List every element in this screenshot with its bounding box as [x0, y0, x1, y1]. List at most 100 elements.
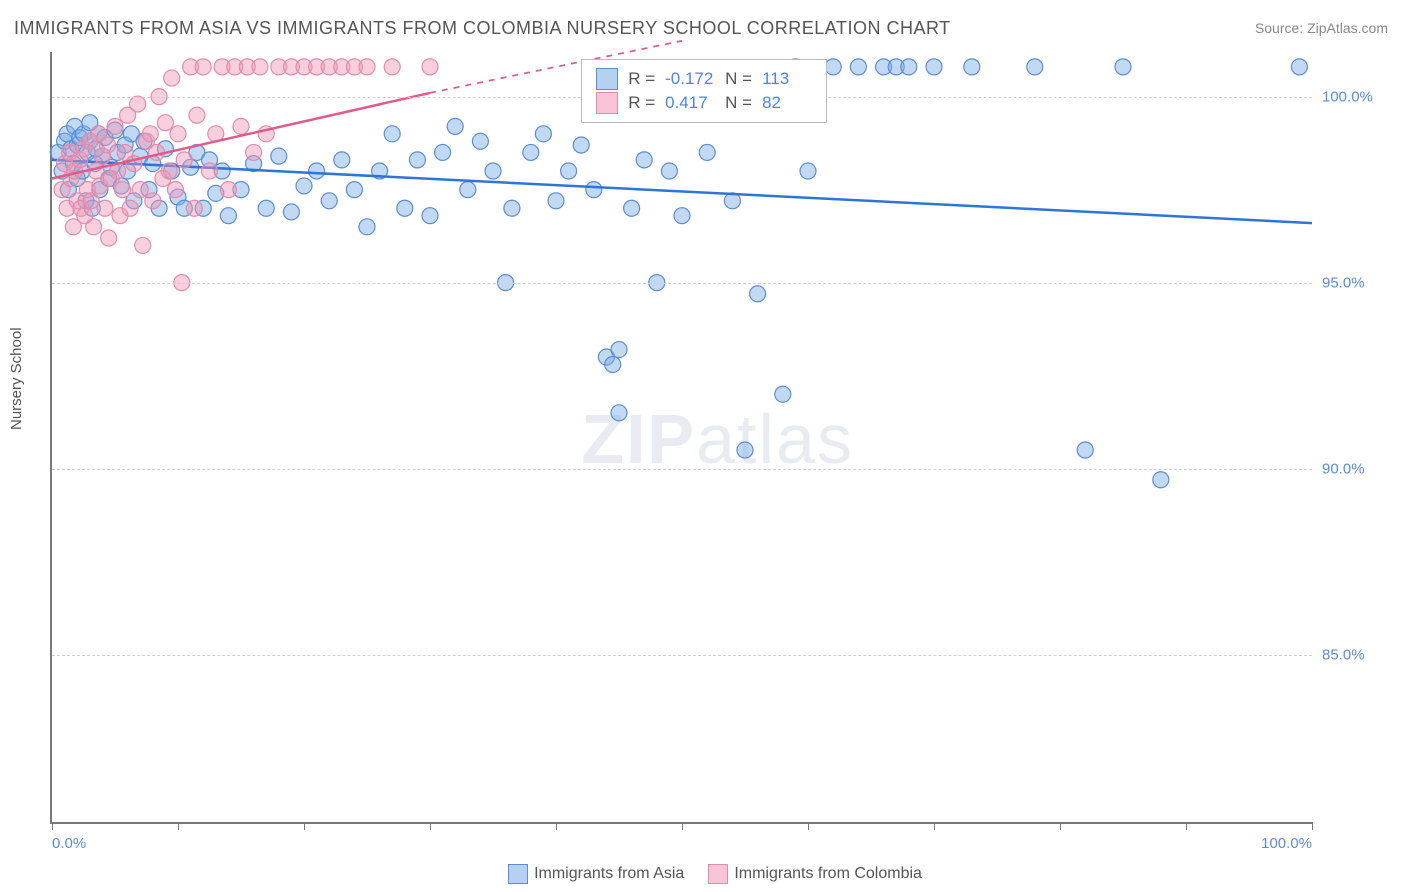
- scatter-point: [135, 237, 151, 253]
- y-tick-label: 95.0%: [1322, 274, 1392, 291]
- x-tick: [52, 822, 53, 830]
- scatter-point: [161, 163, 177, 179]
- scatter-point: [321, 193, 337, 209]
- scatter-point: [246, 144, 262, 160]
- scatter-point: [548, 193, 564, 209]
- scatter-point: [115, 182, 131, 198]
- scatter-point: [850, 59, 866, 75]
- scatter-point: [334, 152, 350, 168]
- chart-svg: [52, 52, 1312, 822]
- scatter-point: [186, 200, 202, 216]
- scatter-point: [624, 200, 640, 216]
- scatter-point: [86, 219, 102, 235]
- scatter-point: [504, 200, 520, 216]
- scatter-point: [472, 133, 488, 149]
- x-tick: [1060, 822, 1061, 830]
- scatter-point: [435, 144, 451, 160]
- scatter-point: [1027, 59, 1043, 75]
- x-tick: [808, 822, 809, 830]
- legend-swatch: [708, 864, 728, 884]
- scatter-point: [573, 137, 589, 153]
- legend-r-value: 0.417: [665, 93, 715, 113]
- scatter-point: [97, 200, 113, 216]
- scatter-point: [258, 200, 274, 216]
- scatter-point: [964, 59, 980, 75]
- x-tick: [430, 822, 431, 830]
- x-tick-label: 100.0%: [1261, 835, 1312, 852]
- scatter-point: [167, 182, 183, 198]
- legend-r-label: R =: [628, 93, 655, 113]
- scatter-point: [309, 163, 325, 179]
- scatter-point: [460, 182, 476, 198]
- legend-n-value: 82: [762, 93, 812, 113]
- scatter-point: [233, 118, 249, 134]
- y-axis-label: Nursery School: [8, 327, 25, 430]
- scatter-point: [346, 182, 362, 198]
- scatter-point: [661, 163, 677, 179]
- scatter-point: [586, 182, 602, 198]
- x-tick: [178, 822, 179, 830]
- y-tick-label: 85.0%: [1322, 646, 1392, 663]
- scatter-point: [122, 200, 138, 216]
- scatter-point: [145, 193, 161, 209]
- scatter-point: [107, 118, 123, 134]
- scatter-point: [901, 59, 917, 75]
- x-tick-label: 0.0%: [52, 835, 86, 852]
- scatter-point: [132, 182, 148, 198]
- scatter-point: [485, 163, 501, 179]
- scatter-point: [202, 163, 218, 179]
- scatter-point: [99, 137, 115, 153]
- plot-area: ZIPatlas 100.0%95.0%90.0%85.0%0.0%100.0%…: [50, 52, 1312, 824]
- legend-bottom: Immigrants from Asia Immigrants from Colo…: [0, 864, 1406, 884]
- scatter-point: [561, 163, 577, 179]
- scatter-point: [220, 182, 236, 198]
- gridline-h: [52, 469, 1312, 470]
- legend-n-value: 113: [762, 69, 812, 89]
- scatter-point: [359, 59, 375, 75]
- legend-r-value: -0.172: [665, 69, 715, 89]
- legend-n-label: N =: [725, 69, 752, 89]
- y-tick-label: 90.0%: [1322, 460, 1392, 477]
- scatter-point: [164, 70, 180, 86]
- scatter-point: [636, 152, 652, 168]
- scatter-point: [397, 200, 413, 216]
- scatter-point: [611, 405, 627, 421]
- scatter-point: [800, 163, 816, 179]
- scatter-point: [611, 342, 627, 358]
- scatter-point: [605, 356, 621, 372]
- gridline-h: [52, 283, 1312, 284]
- scatter-point: [252, 59, 268, 75]
- scatter-point: [170, 126, 186, 142]
- source-attribution: Source: ZipAtlas.com: [1255, 20, 1388, 36]
- x-tick: [1186, 822, 1187, 830]
- scatter-point: [1115, 59, 1131, 75]
- scatter-point: [359, 219, 375, 235]
- scatter-point: [775, 386, 791, 402]
- scatter-point: [409, 152, 425, 168]
- scatter-point: [750, 286, 766, 302]
- scatter-point: [447, 118, 463, 134]
- scatter-point: [271, 148, 287, 164]
- legend-r-label: R =: [628, 69, 655, 89]
- scatter-point: [296, 178, 312, 194]
- scatter-point: [422, 208, 438, 224]
- chart-title: IMMIGRANTS FROM ASIA VS IMMIGRANTS FROM …: [14, 18, 951, 39]
- legend-series-label: Immigrants from Colombia: [734, 865, 922, 882]
- legend-n-label: N =: [725, 93, 752, 113]
- legend-series-label: Immigrants from Asia: [534, 865, 684, 882]
- legend-stats-box: R = -0.172 N = 113 R = 0.417 N = 82: [581, 59, 827, 123]
- legend-swatch: [596, 68, 618, 90]
- scatter-point: [699, 144, 715, 160]
- scatter-point: [1077, 442, 1093, 458]
- scatter-point: [384, 59, 400, 75]
- scatter-point: [195, 59, 211, 75]
- x-tick: [304, 822, 305, 830]
- scatter-point: [1291, 59, 1307, 75]
- scatter-point: [130, 96, 146, 112]
- x-tick: [934, 822, 935, 830]
- x-tick: [556, 822, 557, 830]
- scatter-point: [825, 59, 841, 75]
- legend-stats-row: R = -0.172 N = 113: [596, 68, 812, 90]
- scatter-point: [422, 59, 438, 75]
- scatter-point: [1153, 472, 1169, 488]
